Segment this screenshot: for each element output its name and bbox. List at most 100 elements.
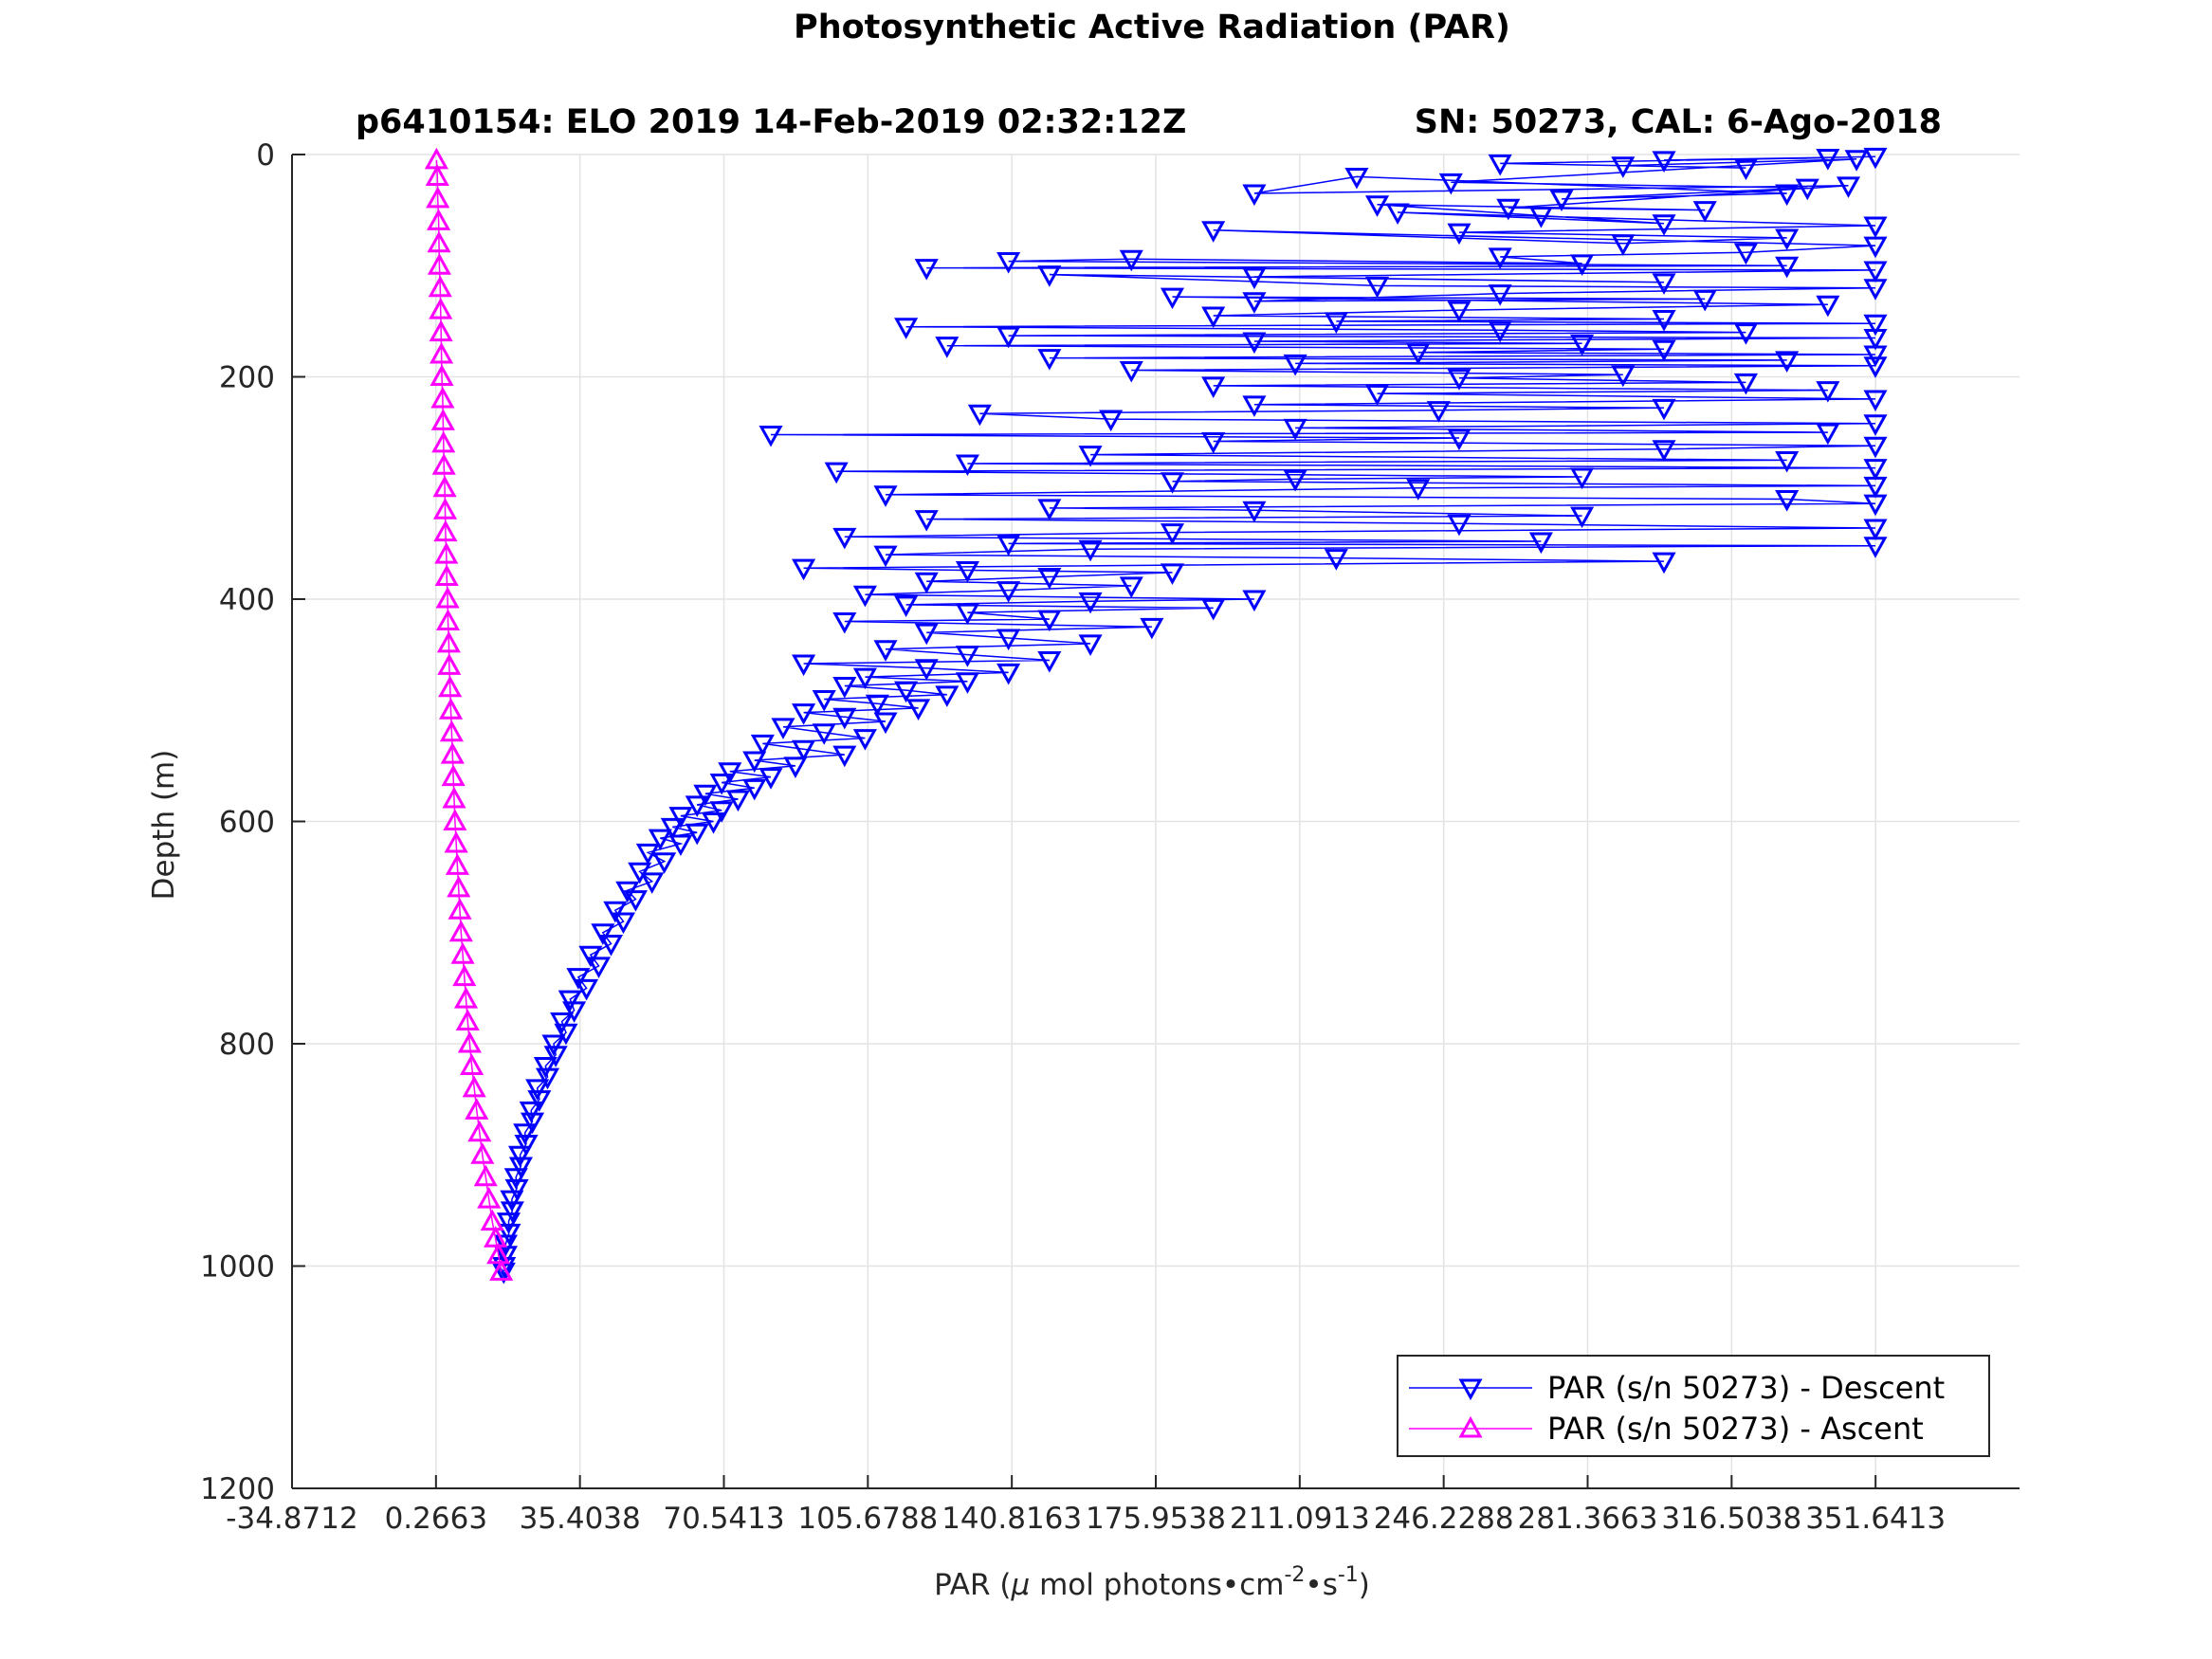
data-point bbox=[955, 561, 979, 583]
data-point bbox=[914, 510, 939, 532]
data-point bbox=[1844, 150, 1869, 172]
y-tick-label: 0 bbox=[256, 138, 275, 173]
series-line-0 bbox=[503, 155, 1876, 1272]
data-point bbox=[1570, 506, 1595, 529]
data-point bbox=[955, 454, 979, 477]
data-point bbox=[462, 1075, 486, 1098]
data-point bbox=[1488, 247, 1512, 269]
data-point bbox=[611, 912, 636, 935]
data-point bbox=[1201, 432, 1226, 454]
data-point bbox=[1775, 450, 1800, 473]
data-point bbox=[718, 762, 742, 784]
data-point bbox=[591, 923, 615, 945]
data-point bbox=[550, 1012, 575, 1034]
data-point bbox=[1406, 343, 1431, 365]
data-point bbox=[792, 703, 816, 725]
data-point bbox=[1037, 610, 1062, 632]
data-point bbox=[435, 609, 461, 630]
data-point bbox=[484, 1226, 508, 1248]
data-point bbox=[444, 830, 468, 853]
data-point bbox=[771, 718, 795, 739]
data-point bbox=[447, 875, 471, 898]
data-point bbox=[1775, 228, 1800, 251]
data-point bbox=[1733, 323, 1758, 345]
data-point bbox=[1447, 428, 1472, 451]
x-tick-label: 211.0913 bbox=[1230, 1502, 1370, 1536]
data-point bbox=[1160, 523, 1185, 545]
data-point bbox=[426, 186, 450, 209]
data-point bbox=[1119, 249, 1143, 272]
data-point bbox=[1692, 201, 1717, 223]
data-point bbox=[1488, 320, 1512, 343]
data-point bbox=[554, 1023, 578, 1046]
data-point bbox=[873, 485, 898, 507]
data-point bbox=[1283, 354, 1307, 376]
data-point bbox=[1078, 446, 1103, 467]
data-point bbox=[1652, 398, 1676, 421]
data-point bbox=[824, 462, 849, 484]
data-point bbox=[1364, 384, 1390, 407]
data-point bbox=[628, 862, 652, 884]
data-point bbox=[1078, 592, 1103, 614]
data-point bbox=[504, 1178, 529, 1201]
data-point bbox=[427, 253, 451, 275]
data-point bbox=[1775, 489, 1800, 512]
data-point bbox=[598, 934, 624, 957]
data-point bbox=[914, 623, 939, 646]
data-point bbox=[955, 603, 979, 626]
data-point bbox=[493, 1246, 518, 1267]
data-point bbox=[1528, 532, 1553, 555]
data-point bbox=[693, 784, 718, 807]
data-point bbox=[873, 545, 898, 568]
data-point bbox=[1816, 423, 1840, 446]
data-point bbox=[685, 795, 709, 818]
data-point bbox=[996, 663, 1021, 685]
data-point bbox=[1733, 243, 1758, 265]
data-point bbox=[429, 298, 453, 319]
data-point bbox=[452, 964, 477, 987]
y-tick-label: 600 bbox=[219, 806, 275, 840]
y-tick-label: 800 bbox=[219, 1028, 275, 1062]
data-point bbox=[1078, 539, 1103, 562]
data-point bbox=[832, 707, 857, 730]
data-point bbox=[562, 1001, 587, 1023]
data-point bbox=[1863, 519, 1888, 541]
x-tick-label: 316.5038 bbox=[1661, 1502, 1801, 1536]
data-point bbox=[438, 698, 464, 720]
x-tick-label: 35.4038 bbox=[520, 1502, 641, 1536]
data-point bbox=[467, 1120, 492, 1142]
data-point bbox=[442, 786, 466, 809]
data-point bbox=[1160, 563, 1185, 585]
data-point bbox=[558, 990, 582, 1012]
data-point bbox=[533, 1056, 558, 1079]
data-point bbox=[434, 542, 459, 564]
data-point bbox=[812, 690, 836, 712]
data-point bbox=[470, 1142, 495, 1164]
data-point bbox=[578, 945, 603, 968]
x-tick-label: 175.9538 bbox=[1086, 1502, 1226, 1536]
chart-subtitle-right: SN: 50273, CAL: 6-Ago-2018 bbox=[1415, 103, 1942, 141]
y-tick-label: 400 bbox=[219, 583, 275, 617]
data-point bbox=[497, 1223, 521, 1246]
data-point bbox=[1037, 265, 1062, 287]
data-point bbox=[1324, 549, 1348, 571]
data-point bbox=[685, 823, 709, 846]
data-point bbox=[1242, 332, 1267, 355]
data-point bbox=[1119, 360, 1143, 383]
data-point bbox=[1201, 376, 1226, 398]
data-point bbox=[1652, 310, 1676, 332]
data-point bbox=[434, 564, 459, 587]
data-point bbox=[1863, 345, 1888, 368]
data-point bbox=[725, 790, 750, 812]
data-point bbox=[508, 1145, 533, 1168]
data-point bbox=[527, 1090, 552, 1112]
data-point bbox=[460, 1053, 484, 1075]
data-point bbox=[1795, 178, 1819, 201]
data-point bbox=[1863, 459, 1888, 481]
data-point bbox=[792, 654, 816, 677]
data-point bbox=[660, 817, 685, 840]
data-point bbox=[1863, 414, 1888, 436]
data-point bbox=[431, 453, 456, 475]
data-point bbox=[935, 337, 960, 358]
data-point bbox=[1447, 369, 1472, 391]
